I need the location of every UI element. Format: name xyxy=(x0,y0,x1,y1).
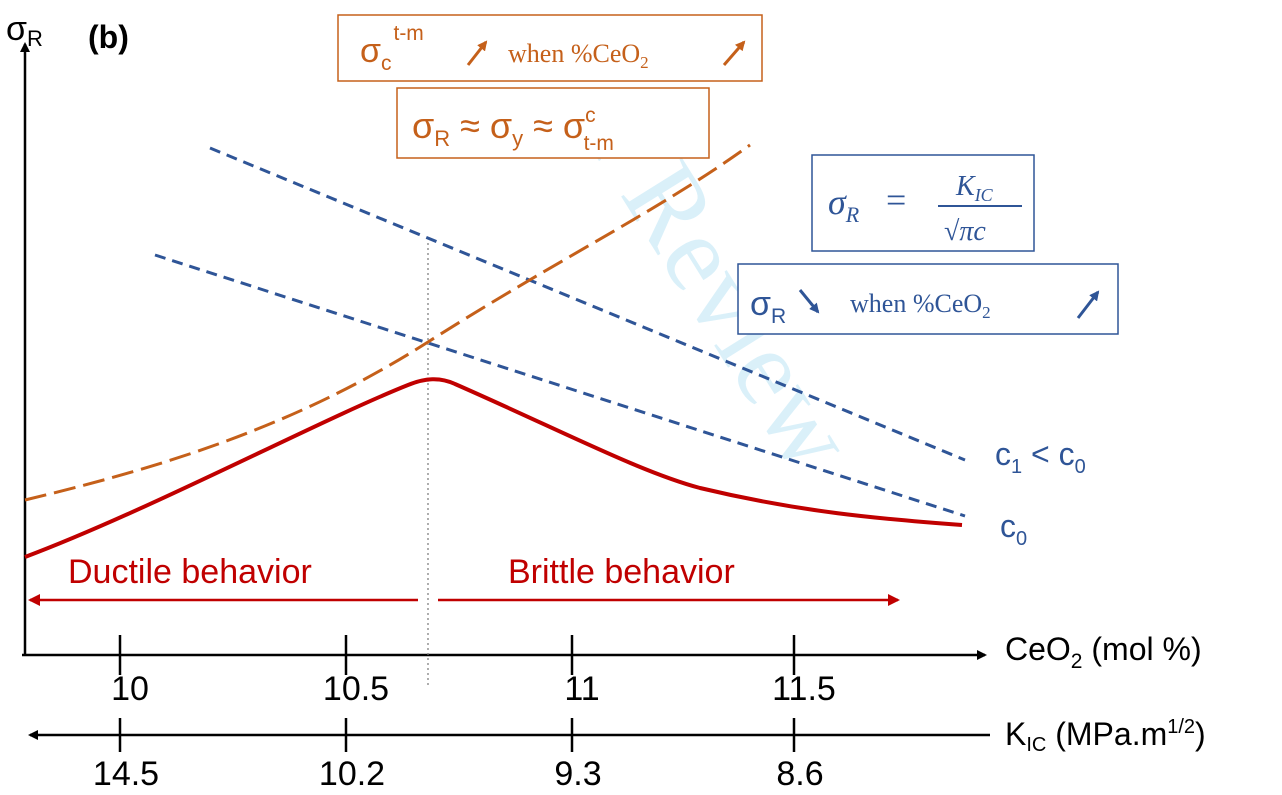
kic-tick-label: 14.5 xyxy=(93,755,159,793)
increase-arrow-icon xyxy=(1076,290,1100,319)
svg-text:σct-m: σct-m xyxy=(360,22,424,75)
kic-tick-group: 14.5 10.2 9.3 8.6 xyxy=(93,718,824,793)
kic-tick-label: 10.2 xyxy=(319,755,385,793)
svg-text:when %CeO2: when %CeO2 xyxy=(850,289,991,322)
fracture-formula-box: σR = KIC √πc xyxy=(811,154,1035,252)
panel-label: (b) xyxy=(88,19,129,55)
ceo2-tick-group: 10 10.5 11 11.5 xyxy=(111,635,836,708)
ceo2-axis-label: CeO2 (mol %) xyxy=(1005,631,1202,673)
transformation-stress-box: σct-m when %CeO2 xyxy=(337,14,763,82)
increase-arrow-icon xyxy=(722,40,746,66)
increase-arrow-icon xyxy=(466,40,488,66)
stress-equality-box: σR ≈ σy ≈ σc t-m xyxy=(396,87,710,159)
svg-text:KIC: KIC xyxy=(955,171,994,205)
svg-text:σR: σR xyxy=(828,182,860,227)
fracture-line-c1 xyxy=(209,146,966,462)
decrease-arrow-icon xyxy=(798,289,820,314)
brittle-behavior-label: Brittle behavior xyxy=(508,553,735,591)
y-axis-label: σR xyxy=(6,10,43,51)
transformation-stress-curve xyxy=(24,143,751,502)
svg-text:=: = xyxy=(886,180,906,220)
ceo2-tick-label: 11.5 xyxy=(772,670,836,708)
svg-text:σR: σR xyxy=(750,285,786,328)
svg-text:√πc: √πc xyxy=(944,216,986,247)
ceo2-tick-label: 11 xyxy=(564,670,599,708)
ceo2-tick-label: 10 xyxy=(111,670,149,708)
ductile-behavior-label: Ductile behavior xyxy=(68,553,312,591)
fracture-line-c0 xyxy=(154,253,966,518)
svg-text:when %CeO2: when %CeO2 xyxy=(508,39,649,72)
svg-text:σR ≈ σy ≈ σct-m: σR ≈ σy ≈ σc t-m xyxy=(412,104,614,155)
label-c1-lt-c0: c1 < c0 xyxy=(995,436,1086,478)
kic-tick-label: 9.3 xyxy=(554,755,601,793)
kic-axis-label: KIC (MPa.m1/2) xyxy=(1005,716,1206,756)
kic-tick-label: 8.6 xyxy=(776,755,823,793)
strength-curve xyxy=(24,377,963,559)
fracture-trend-box: σR when %CeO2 xyxy=(737,263,1119,335)
ceo2-tick-label: 10.5 xyxy=(323,670,389,708)
label-c0: c0 xyxy=(1000,508,1027,550)
